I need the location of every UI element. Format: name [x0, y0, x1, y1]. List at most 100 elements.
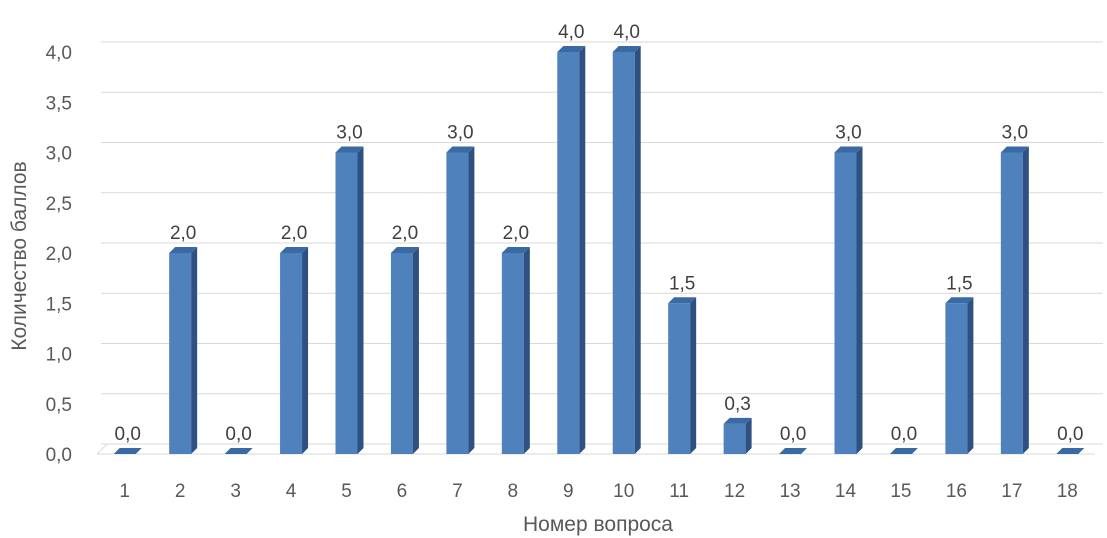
x-tick-label: 16	[946, 481, 967, 502]
x-tick-label: 10	[613, 481, 634, 502]
bar-side	[302, 247, 309, 454]
y-tick-label: 3,0	[46, 144, 72, 165]
bar	[280, 247, 309, 454]
bar	[723, 417, 752, 454]
bar-top	[446, 146, 475, 153]
data-label: 0,0	[891, 424, 917, 445]
data-label: 3,0	[447, 123, 473, 144]
data-label: 0,0	[115, 424, 141, 445]
bar-front	[446, 152, 469, 454]
bar	[779, 448, 808, 454]
bar	[1056, 448, 1085, 454]
bar-front	[1000, 152, 1023, 454]
bar-side	[579, 46, 586, 454]
bar	[446, 146, 475, 454]
bar	[224, 448, 253, 454]
x-tick-label: 11	[669, 481, 689, 502]
x-axis-title: Номер вопроса	[523, 513, 673, 536]
bar-top	[501, 247, 530, 253]
bar-top	[169, 247, 198, 253]
data-label: 2,0	[170, 223, 196, 244]
bar	[668, 297, 697, 454]
y-tick-label: 1,0	[46, 345, 72, 366]
x-tick-label: 5	[341, 481, 352, 502]
bar	[1000, 146, 1029, 454]
bar-front	[668, 303, 691, 454]
bar-top	[945, 297, 974, 304]
data-label: 2,0	[392, 223, 418, 244]
x-tick-label: 17	[1001, 481, 1022, 502]
bar	[945, 297, 974, 454]
bar-top	[390, 247, 419, 253]
data-label: 4,0	[558, 22, 584, 43]
bar-front	[169, 253, 192, 454]
x-tick-label: 9	[563, 481, 574, 502]
x-axis-tick-labels: 1 2 3 4 5 6 7 8 9 10 11 12 13 14 15 16 17 18	[119, 481, 1077, 502]
data-label: 3,0	[835, 123, 861, 144]
bar-top	[557, 46, 586, 52]
bar-top	[612, 46, 641, 52]
bar	[889, 448, 918, 454]
bar-top	[1000, 146, 1029, 153]
bar-side	[523, 247, 530, 454]
data-label: 1,5	[669, 273, 695, 294]
y-tick-label: 2,0	[46, 244, 72, 265]
x-tick-label: 7	[452, 481, 463, 502]
data-label: 0,0	[780, 424, 806, 445]
bar-top	[834, 146, 863, 153]
y-axis-title: Количество баллов	[8, 161, 31, 350]
bar-top	[113, 448, 142, 454]
gridlines	[96, 41, 1103, 455]
x-tick-label: 14	[835, 481, 857, 502]
bar	[612, 46, 641, 454]
x-tick-label: 1	[119, 481, 130, 502]
bar-front	[834, 152, 857, 454]
x-tick-label: 4	[286, 481, 297, 502]
data-label: 4,0	[614, 22, 640, 43]
bar	[557, 46, 586, 454]
data-label: 2,0	[503, 223, 529, 244]
y-tick-label: 0,5	[46, 395, 72, 416]
bar-side	[1022, 146, 1029, 454]
y-axis-tick-labels: 0,0 0,5 1,0 1,5 2,0 2,5 3,0 3,5 4,0	[46, 43, 72, 466]
y-tick-label: 4,0	[46, 43, 72, 64]
x-tick-label: 3	[230, 481, 241, 502]
bar-front	[723, 423, 746, 454]
x-tick-label: 6	[397, 481, 408, 502]
bar-front	[280, 253, 303, 454]
y-tick-label: 2,5	[46, 194, 72, 215]
data-label: 3,0	[336, 123, 362, 144]
bar	[169, 247, 198, 454]
data-label: 1,5	[946, 273, 972, 294]
data-label: 0,3	[724, 394, 750, 415]
bar	[501, 247, 530, 454]
bar-side	[745, 417, 752, 454]
bar-front	[557, 52, 580, 454]
bar-side	[357, 146, 364, 454]
bar-front	[612, 52, 635, 454]
x-tick-label: 12	[724, 481, 745, 502]
data-label: 0,0	[225, 424, 251, 445]
data-label: 0,0	[1057, 424, 1083, 445]
x-tick-label: 8	[508, 481, 519, 502]
bar-front	[390, 253, 413, 454]
bar-top	[723, 417, 752, 424]
x-tick-label: 2	[175, 481, 186, 502]
bar-side	[967, 297, 974, 454]
bar-side	[191, 247, 198, 454]
x-tick-label: 15	[890, 481, 911, 502]
bar-front	[335, 152, 358, 454]
bar	[390, 247, 419, 454]
bar-top	[1056, 448, 1085, 454]
data-labels: 0,0 2,0 0,0 2,0 3,0 2,0 3,0 2,0 4,0 4,0 1,5 0,3 0,0 3…	[115, 22, 1084, 445]
y-tick-label: 1,5	[46, 294, 72, 315]
bar-top	[280, 247, 309, 253]
bar-top	[889, 448, 918, 454]
y-tick-label: 3,5	[46, 93, 72, 114]
bar-side	[412, 247, 419, 454]
bar	[834, 146, 863, 454]
bar-side	[856, 146, 863, 454]
bar-top	[779, 448, 808, 454]
y-tick-label: 0,0	[46, 445, 72, 466]
